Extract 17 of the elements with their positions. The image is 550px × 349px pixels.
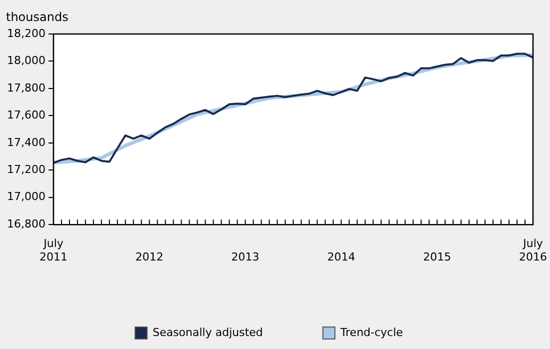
y-tick-label: 17,000	[6, 190, 46, 204]
y-tick-label: 16,800	[6, 217, 46, 230]
x-tick-label: July 2011	[39, 237, 68, 264]
x-tick-label: 2015	[423, 250, 452, 264]
x-tick-label: 2012	[135, 250, 164, 264]
y-tick-label: 18,000	[6, 54, 46, 68]
y-tick-label: 17,200	[6, 163, 46, 176]
legend-label: Trend-cycle	[339, 326, 404, 339]
y-tick-label: 18,200	[6, 26, 46, 40]
legend-label: Seasonally adjusted	[152, 326, 263, 339]
x-tick-label: 2014	[327, 250, 356, 264]
y-tick-label: 17,800	[6, 81, 46, 94]
y-axis-title: thousands	[6, 10, 68, 24]
y-tick-label: 17,400	[6, 136, 46, 149]
x-tick-label: 2013	[231, 250, 260, 264]
y-tick-label: 17,600	[6, 108, 46, 122]
x-tick-label: July 2016	[519, 237, 548, 264]
